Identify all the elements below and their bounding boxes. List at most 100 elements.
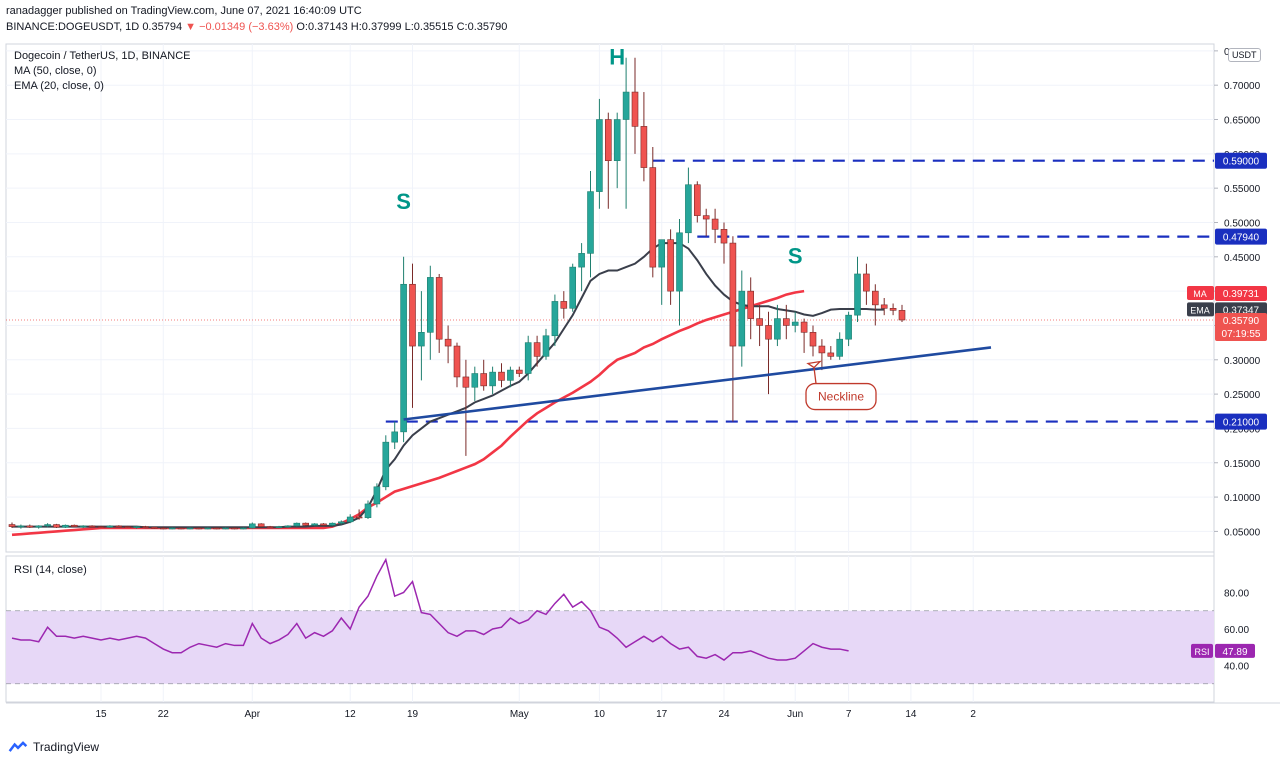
candle	[302, 522, 310, 526]
candle	[249, 522, 256, 529]
candle	[124, 525, 131, 528]
candle-body	[275, 526, 283, 528]
candle-body	[640, 126, 648, 168]
candle-body	[266, 526, 274, 528]
candle	[400, 256, 407, 443]
x-tick-label: 17	[656, 709, 668, 720]
tradingview-footer[interactable]: TradingView	[8, 740, 99, 754]
candle-body	[702, 215, 710, 220]
candle-body	[53, 524, 60, 528]
candle-body	[462, 376, 470, 388]
x-tick-label: 12	[345, 709, 357, 720]
candle-body	[613, 119, 621, 162]
candle	[133, 525, 140, 529]
candle	[266, 525, 274, 528]
candle-body	[889, 307, 897, 311]
candle-body	[854, 273, 861, 316]
candle	[845, 311, 852, 347]
last-price-tag	[1215, 313, 1267, 342]
candle-body	[284, 525, 292, 528]
candle	[756, 304, 763, 347]
candle	[765, 311, 772, 395]
level-label: 0.59000	[1223, 157, 1260, 168]
rsi-value-label: 47.89	[1222, 647, 1247, 658]
x-tick-label: 15	[95, 709, 107, 720]
candle-body	[782, 318, 790, 326]
level-tag	[1215, 228, 1267, 245]
x-tick-label: 24	[718, 709, 730, 720]
candle	[364, 500, 372, 520]
candle	[97, 525, 105, 528]
candle	[391, 421, 399, 450]
candle	[186, 527, 194, 530]
ema-name-tag	[1187, 302, 1214, 317]
candle-body	[871, 290, 879, 306]
candle-body	[658, 239, 666, 268]
candle-body	[115, 525, 123, 528]
candle-body	[222, 527, 229, 530]
x-tick-label: 14	[905, 709, 917, 720]
candle	[676, 219, 683, 326]
y-tick-label: 0.05000	[1224, 527, 1261, 538]
candle-body	[845, 314, 852, 340]
candle-body	[391, 431, 399, 443]
candle-body	[471, 373, 479, 388]
candle	[471, 366, 479, 401]
candle-body	[88, 525, 96, 528]
candle-body	[44, 524, 51, 527]
candle-body	[62, 524, 69, 528]
candle	[898, 304, 906, 323]
candle	[275, 525, 283, 528]
candle-body	[542, 335, 550, 357]
candle	[106, 525, 114, 528]
candle	[426, 265, 434, 360]
candle-body	[863, 273, 870, 292]
candle	[53, 523, 60, 528]
y-tick-label: 0.10000	[1224, 493, 1261, 504]
candle-body	[195, 527, 203, 530]
ohlc-values: O:0.37143 H:0.37999 L:0.35515 C:0.35790	[296, 21, 508, 33]
candle-body	[160, 527, 167, 530]
candle-body	[676, 232, 683, 292]
candle	[854, 256, 861, 323]
x-tick-label: 10	[594, 709, 606, 720]
candle-body	[400, 283, 407, 433]
y-tick-label: 0.30000	[1224, 356, 1261, 367]
candle-body	[836, 338, 844, 357]
candle	[168, 527, 176, 530]
candle	[613, 112, 621, 189]
candle	[8, 522, 16, 528]
candle-body	[489, 371, 496, 387]
ema-name-label: EMA	[1190, 305, 1210, 315]
candle-body	[756, 318, 763, 326]
rsi-legend: RSI (14, close)	[14, 564, 87, 576]
candle-body	[257, 523, 265, 527]
candle-body	[26, 525, 34, 528]
candle-body	[596, 119, 603, 192]
candle-body	[720, 229, 728, 244]
last-price-label: 0.35790	[1223, 316, 1260, 327]
publisher-line: ranadagger published on TradingView.com,…	[6, 5, 362, 17]
y-tick-label: 0.50000	[1224, 218, 1261, 229]
candle	[827, 346, 835, 360]
chart-legend: Dogecoin / TetherUS, 1D, BINANCE MA (50,…	[14, 49, 190, 94]
candle-body	[311, 523, 318, 526]
candle	[747, 277, 755, 340]
candle	[480, 359, 488, 391]
candle-body	[533, 342, 541, 357]
candle	[578, 243, 585, 292]
candle-body	[649, 167, 657, 268]
candle	[346, 514, 354, 524]
candle	[213, 527, 220, 530]
candle	[774, 304, 781, 347]
candle-body	[355, 516, 363, 519]
currency-label[interactable]: USDT	[1228, 48, 1261, 62]
candle	[729, 236, 737, 422]
ema-price-label: 0.37347	[1223, 305, 1260, 316]
ma-legend: MA (50, close, 0)	[14, 65, 97, 77]
chart-title: Dogecoin / TetherUS, 1D, BINANCE	[14, 50, 191, 62]
candle-body	[524, 342, 532, 374]
candle	[889, 303, 897, 316]
candle	[622, 57, 630, 209]
